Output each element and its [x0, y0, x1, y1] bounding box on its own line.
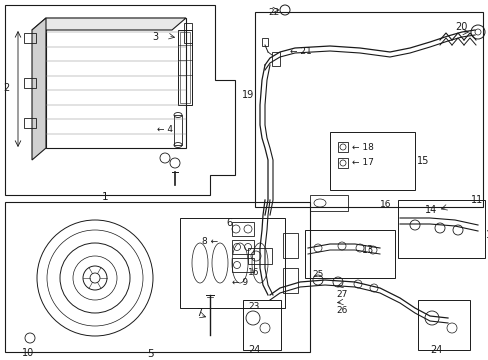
Text: 13: 13	[361, 245, 373, 255]
Text: 7: 7	[196, 308, 202, 318]
Bar	[243, 300, 281, 350]
Bar	[262, 38, 267, 46]
Text: 12: 12	[485, 230, 488, 240]
Text: 14: 14	[424, 205, 436, 215]
Text: 6: 6	[225, 218, 232, 228]
Bar	[24, 118, 36, 128]
Text: 11: 11	[470, 195, 482, 205]
Bar	[178, 30, 192, 105]
Text: 8 ←: 8 ←	[202, 237, 218, 246]
Bar	[271, 52, 280, 66]
Bar	[231, 222, 253, 236]
Text: 25: 25	[312, 270, 323, 279]
Bar	[254, 12, 482, 207]
Bar	[305, 230, 394, 278]
Bar	[283, 268, 297, 293]
Text: ← 21: ← 21	[289, 47, 311, 56]
Text: 2: 2	[3, 83, 9, 93]
Text: 15: 15	[416, 156, 428, 166]
Polygon shape	[32, 18, 46, 160]
Bar	[24, 33, 36, 43]
Bar	[231, 240, 253, 254]
Text: 20: 20	[454, 22, 467, 32]
Text: 1: 1	[102, 192, 108, 202]
Text: 19: 19	[242, 90, 254, 100]
Text: 24: 24	[247, 345, 260, 355]
Text: ← 18: ← 18	[351, 143, 373, 152]
Text: 10: 10	[22, 348, 34, 358]
Text: 27: 27	[335, 290, 346, 299]
Text: 16: 16	[379, 200, 391, 209]
Bar	[24, 78, 36, 88]
Text: 5: 5	[146, 349, 153, 359]
Bar	[309, 195, 347, 211]
Bar	[180, 32, 190, 103]
Text: 3: 3	[152, 32, 158, 42]
Text: ← 4: ← 4	[157, 126, 173, 135]
Bar	[247, 248, 271, 264]
Bar	[337, 142, 347, 152]
Bar	[329, 132, 414, 190]
Bar	[231, 258, 253, 272]
Text: 23: 23	[247, 302, 259, 311]
Bar	[183, 23, 192, 43]
Text: 24: 24	[429, 345, 442, 355]
Text: 16: 16	[247, 268, 259, 277]
Bar	[174, 115, 182, 145]
Bar	[283, 233, 297, 258]
Polygon shape	[32, 18, 185, 30]
Text: ← 9: ← 9	[231, 278, 247, 287]
Text: 26: 26	[335, 306, 346, 315]
Bar	[5, 202, 309, 352]
Text: ← 17: ← 17	[351, 158, 373, 167]
Polygon shape	[46, 18, 185, 148]
Text: 22: 22	[267, 8, 279, 17]
Bar	[337, 158, 347, 168]
Bar	[397, 200, 484, 258]
Bar	[180, 218, 285, 308]
Bar	[417, 300, 469, 350]
